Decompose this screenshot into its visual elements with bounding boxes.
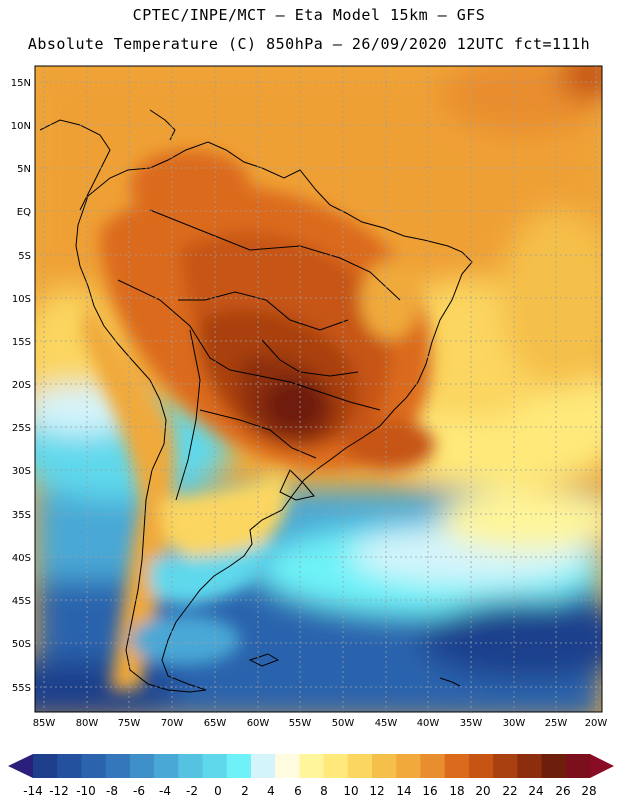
colorbar-label: 20 xyxy=(475,784,490,798)
latitude-labels: 15N 10N 5N EQ 5S 10S 15S 20S 25S 30S 35S… xyxy=(11,78,31,694)
colorbar-label: 16 xyxy=(422,784,437,798)
colorbar-label: 4 xyxy=(267,784,275,798)
colorbar-cell xyxy=(154,754,179,778)
colorbar-label: -12 xyxy=(49,784,69,798)
colorbar-cell xyxy=(33,754,58,778)
colorbar-label: 6 xyxy=(294,784,302,798)
lon-label: 80W xyxy=(76,718,99,729)
colorbar-cell xyxy=(105,754,131,778)
colorbar-label: 2 xyxy=(241,784,249,798)
colorbar-under-arrow xyxy=(8,754,33,778)
lon-label: 70W xyxy=(161,718,184,729)
lon-label: 50W xyxy=(332,718,355,729)
colorbar-cell xyxy=(57,754,82,778)
lon-label: 25W xyxy=(545,718,568,729)
lat-label: 45S xyxy=(12,596,31,607)
colorbar-label: 10 xyxy=(343,784,358,798)
lat-label: 55S xyxy=(12,683,31,694)
lat-label: 5N xyxy=(17,164,31,175)
temperature-field xyxy=(35,66,602,712)
colorbar-cell xyxy=(178,754,204,778)
colorbar-label: 12 xyxy=(369,784,384,798)
colorbar-cell xyxy=(372,754,397,778)
colorbar-cell xyxy=(468,754,494,778)
colorbar: -14 -12 -10 -8 -6 -4 -2 0 2 4 6 8 10 12 … xyxy=(8,754,614,798)
colorbar-cell xyxy=(493,754,518,778)
lat-label: 15S xyxy=(12,337,31,348)
lon-label: 40W xyxy=(417,718,440,729)
colorbar-label: -10 xyxy=(76,784,96,798)
lat-label: EQ xyxy=(17,207,31,218)
title-line-2: Absolute Temperature (C) 850hPa – 26/09/… xyxy=(27,35,591,53)
colorbar-label: -6 xyxy=(133,784,145,798)
colorbar-label: 18 xyxy=(449,784,464,798)
lon-label: 75W xyxy=(118,718,141,729)
lat-label: 30S xyxy=(12,466,31,477)
south-america-outline xyxy=(75,141,473,693)
colorbar-cell xyxy=(250,754,276,778)
colorbar-cell xyxy=(275,754,300,778)
colorbar-cell xyxy=(565,754,591,778)
lat-label: 10N xyxy=(11,121,31,132)
lat-label: 20S xyxy=(12,380,31,391)
lon-label: 30W xyxy=(503,718,526,729)
lat-label: 15N xyxy=(11,78,31,89)
lon-label: 20W xyxy=(585,718,608,729)
colorbar-label: 24 xyxy=(528,784,543,798)
colorbar-label: 22 xyxy=(502,784,517,798)
colorbar-cell xyxy=(299,754,325,778)
lon-label: 55W xyxy=(289,718,312,729)
colorbar-label: 26 xyxy=(555,784,570,798)
colorbar-cell xyxy=(347,754,373,778)
lon-label: 60W xyxy=(247,718,270,729)
lat-label: 40S xyxy=(12,553,31,564)
colorbar-cell xyxy=(420,754,446,778)
colorbar-cells xyxy=(33,754,591,778)
colorbar-label: 8 xyxy=(320,784,328,798)
map-frame xyxy=(34,65,603,713)
longitude-labels: 85W 80W 75W 70W 65W 60W 55W 50W 45W 40W … xyxy=(33,718,608,729)
colorbar-label: -4 xyxy=(159,784,171,798)
colorbar-cell xyxy=(129,754,155,778)
colorbar-label: -2 xyxy=(186,784,198,798)
colorbar-cell xyxy=(396,754,421,778)
colorbar-labels: -14 -12 -10 -8 -6 -4 -2 0 2 4 6 8 10 12 … xyxy=(23,784,596,798)
lat-label: 10S xyxy=(12,294,31,305)
colorbar-cell xyxy=(202,754,228,778)
lon-label: 45W xyxy=(375,718,398,729)
lat-label: 5S xyxy=(18,251,31,262)
colorbar-label: -14 xyxy=(23,784,43,798)
colorbar-cell xyxy=(517,754,543,778)
colorbar-cell xyxy=(541,754,567,778)
colorbar-cell xyxy=(226,754,252,778)
colorbar-label: 28 xyxy=(581,784,596,798)
colorbar-label: -8 xyxy=(106,784,118,798)
lat-label: 50S xyxy=(12,639,31,650)
coastline-and-borders xyxy=(39,109,473,693)
colorbar-over-arrow xyxy=(590,754,614,778)
colorbar-cell xyxy=(81,754,107,778)
title-line-1: CPTEC/INPE/MCT – Eta Model 15km – GFS xyxy=(132,6,486,24)
lat-label: 25S xyxy=(12,423,31,434)
colorbar-cell xyxy=(323,754,349,778)
colorbar-label: 0 xyxy=(214,784,222,798)
colorbar-label: 14 xyxy=(396,784,411,798)
lon-label: 85W xyxy=(33,718,56,729)
lon-label: 65W xyxy=(204,718,227,729)
lat-label: 35S xyxy=(12,510,31,521)
colorbar-cell xyxy=(444,754,470,778)
lon-label: 35W xyxy=(460,718,483,729)
